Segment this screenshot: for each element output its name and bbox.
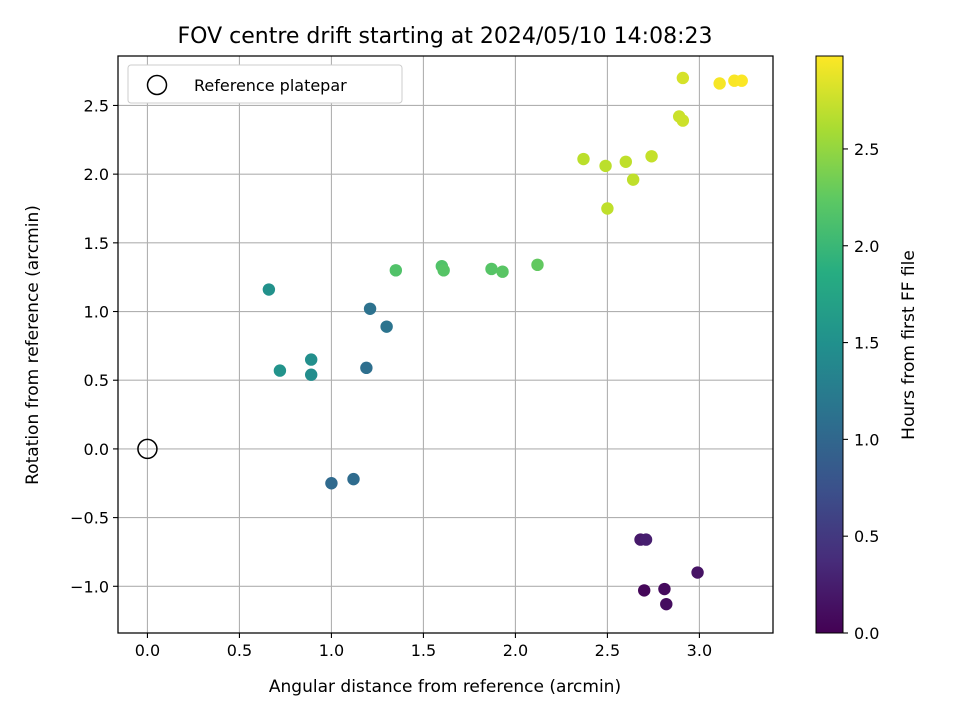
data-point [304,353,318,366]
y-axis-ticks: −1.0 −0.5 0.0 0.5 1.0 1.5 2.0 2.5 [70,96,118,596]
x-tick-label: 1.5 [411,641,436,660]
data-point [735,74,748,87]
y-tick-label: 2.0 [84,165,109,184]
plot-area-frame [117,55,774,634]
colorbar-tick-label: 0.0 [854,624,879,643]
y-tick-label: 1.0 [84,303,109,322]
data-point [676,71,690,85]
x-tick-label: 2.0 [503,641,528,660]
data-point [389,264,403,277]
colorbar-tick-label: 2.5 [854,140,879,159]
colorbar-tick-label: 2.0 [854,237,879,256]
data-point [531,258,544,272]
data-point [599,159,612,173]
colorbar-tick-label: 1.0 [854,430,879,449]
legend-reference-marker [146,74,168,96]
x-tick-label: 0.0 [135,641,160,660]
y-tick-label: −1.0 [70,577,109,596]
y-tick-label: 1.5 [84,234,109,253]
x-tick-label: 0.5 [227,641,252,660]
y-tick-label: −0.5 [70,509,109,528]
data-point [658,582,671,596]
data-point [639,533,653,546]
legend-label-reference: Reference platepar [194,76,347,95]
data-point [496,265,509,278]
data-point [325,477,338,490]
grid-lines [118,56,773,633]
data-point [676,114,690,127]
reference-platepar-marker [137,438,158,460]
y-tick-label: 2.5 [84,96,109,115]
legend: Reference platepar [127,64,403,104]
data-point [691,566,704,579]
x-tick-label: 1.0 [319,641,344,660]
data-point [601,202,614,215]
data-point [347,472,360,486]
data-point [485,262,498,276]
data-point [713,77,726,90]
data-point [380,320,393,333]
x-axis-label: Angular distance from reference (arcmin) [269,677,621,697]
colorbar-tick-label: 0.5 [854,527,879,546]
x-axis-ticks: 0.0 0.5 1.0 1.5 2.0 2.5 3.0 [135,633,712,660]
x-tick-label: 2.5 [595,641,620,660]
colorbar-ticks: 0.0 0.5 1.0 1.5 2.0 2.5 [843,140,879,643]
data-point [660,597,673,611]
data-point [262,283,276,296]
chart-title: FOV centre drift starting at 2024/05/10 … [178,24,713,49]
data-point [645,150,658,163]
colorbar: 0.0 0.5 1.0 1.5 2.0 2.5 Hours from first FF f… [815,55,919,643]
data-point [273,364,287,377]
y-tick-label: 0.0 [84,440,109,459]
data-point [304,368,318,381]
data-points [262,71,748,611]
colorbar-gradient [815,55,844,634]
data-point [638,584,651,597]
x-tick-label: 3.0 [687,641,712,660]
legend-box [127,64,403,104]
data-point [619,155,633,168]
y-tick-label: 0.5 [84,371,109,390]
colorbar-label: Hours from first FF file [899,250,919,440]
data-point [437,264,450,277]
data-point [626,173,640,186]
data-point [360,361,373,375]
data-point [577,152,590,166]
colorbar-tick-label: 1.5 [854,334,879,353]
y-axis-label: Rotation from reference (arcmin) [23,205,43,485]
reference-marker-group [137,438,158,460]
data-point [363,302,377,315]
